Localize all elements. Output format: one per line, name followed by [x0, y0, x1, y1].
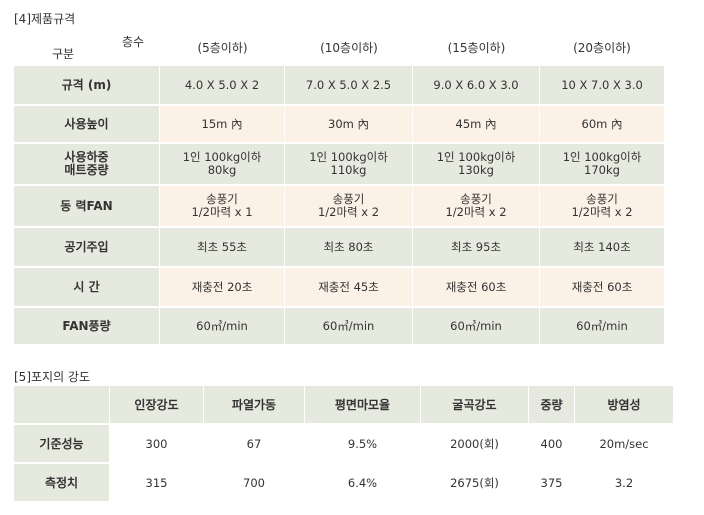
corner-category-label: 구분 — [52, 47, 75, 61]
column-header: 인장강도 — [110, 386, 204, 423]
column-header: 중량 — [529, 386, 575, 423]
table-cell: 송풍기 1/2마력 x 1 — [160, 186, 285, 226]
table-cell: 60m 內 — [540, 106, 664, 142]
column-header: 파열가동 — [204, 386, 305, 423]
row-label: 사용높이 — [14, 106, 160, 142]
spec-table-body: 규격 (m) 4.0 X 5.0 X 2 7.0 X 5.0 X 2.5 9.0 X … — [14, 66, 664, 346]
table-cell: 재충전 20초 — [160, 268, 285, 306]
row-label: 사용하중 매트중량 — [14, 144, 160, 184]
table-cell: 9.0 X 6.0 X 3.0 — [413, 66, 540, 104]
row-label: FAN풍량 — [14, 308, 160, 344]
column-header — [14, 386, 110, 423]
table-cell: 4.0 X 5.0 X 2 — [160, 66, 285, 104]
row-label: 규격 (m) — [14, 66, 160, 104]
row-label: 동 력FAN — [14, 186, 160, 226]
section-title-fabric-strength: [5]포지의 강도 — [14, 370, 91, 384]
table-cell: 송풍기 1/2마력 x 2 — [285, 186, 413, 226]
corner-floors-label: 층수 — [122, 35, 145, 49]
table-cell: 400 — [529, 425, 575, 462]
table-cell: 1인 100kg이하 170kg — [540, 144, 664, 184]
table-cell: 2675(회) — [421, 464, 529, 501]
table-row: 기준성능 300 67 9.5% 2000(회) 400 20m/sec — [14, 425, 674, 464]
strength-table-body: 기준성능 300 67 9.5% 2000(회) 400 20m/sec 측정치 315 700 6… — [14, 425, 674, 503]
table-row: 사용높이 15m 內 30m 內 45m 內 60m 內 — [14, 106, 664, 144]
row-label: 측정치 — [14, 464, 110, 501]
table-cell: 315 — [110, 464, 204, 501]
table-row: FAN풍량 60㎥/min 60㎥/min 60㎥/min 60㎥/min — [14, 308, 664, 346]
table-cell: 67 — [204, 425, 305, 462]
table-cell: 최초 95초 — [413, 228, 540, 266]
table-cell: 45m 內 — [413, 106, 540, 142]
row-label: 공기주입 — [14, 228, 160, 266]
column-header: 방염성 — [575, 386, 674, 423]
column-header: (5층이하) — [197, 41, 248, 55]
row-label: 기준성능 — [14, 425, 110, 462]
table-cell: 375 — [529, 464, 575, 501]
table-cell: 송풍기 1/2마력 x 2 — [540, 186, 664, 226]
table-cell: 2000(회) — [421, 425, 529, 462]
table-cell: 700 — [204, 464, 305, 501]
table-cell: 9.5% — [305, 425, 421, 462]
table-cell: 30m 內 — [285, 106, 413, 142]
table-cell: 송풍기 1/2마력 x 2 — [413, 186, 540, 226]
table-row: 측정치 315 700 6.4% 2675(회) 375 3.2 — [14, 464, 674, 503]
table-cell: 20m/sec — [575, 425, 674, 462]
table-cell: 15m 內 — [160, 106, 285, 142]
table-row: 규격 (m) 4.0 X 5.0 X 2 7.0 X 5.0 X 2.5 9.0 X … — [14, 66, 664, 106]
table-cell: 1인 100kg이하 80kg — [160, 144, 285, 184]
row-label: 시 간 — [14, 268, 160, 306]
table-cell: 3.2 — [575, 464, 674, 501]
column-header: (10층이하) — [320, 41, 378, 55]
table-cell: 60㎥/min — [160, 308, 285, 344]
table-cell: 60㎥/min — [413, 308, 540, 344]
table-cell: 최초 140초 — [540, 228, 664, 266]
table-cell: 최초 80초 — [285, 228, 413, 266]
column-header: 평면마모율 — [305, 386, 421, 423]
table-cell: 6.4% — [305, 464, 421, 501]
column-header: (20층이하) — [573, 41, 631, 55]
table-row: 시 간 재충전 20초 재충전 45초 재충전 60초 재충전 60초 — [14, 268, 664, 308]
product-spec-table: 층수 구분 (5층이하) (10층이하) (15층이하) (20층이하) 규격 … — [14, 30, 664, 346]
table-cell: 7.0 X 5.0 X 2.5 — [285, 66, 413, 104]
section-title-product-spec: [4]제품규격 — [14, 12, 76, 26]
strength-table-header: 인장강도 파열가동 평면마모율 굴곡강도 중량 방염성 — [14, 386, 674, 425]
table-cell: 1인 100kg이하 130kg — [413, 144, 540, 184]
table-cell: 재충전 45초 — [285, 268, 413, 306]
table-cell: 재충전 60초 — [413, 268, 540, 306]
table-cell: 60㎥/min — [285, 308, 413, 344]
table-cell: 10 X 7.0 X 3.0 — [540, 66, 664, 104]
table-cell: 재충전 60초 — [540, 268, 664, 306]
column-header: 굴곡강도 — [421, 386, 529, 423]
fabric-strength-table: 인장강도 파열가동 평면마모율 굴곡강도 중량 방염성 기준성능 300 67 9.5% 2000… — [14, 386, 674, 503]
table-row: 공기주입 최초 55초 최초 80초 최초 95초 최초 140초 — [14, 228, 664, 268]
table-cell: 1인 100kg이하 110kg — [285, 144, 413, 184]
table-row: 동 력FAN 송풍기 1/2마력 x 1 송풍기 1/2마력 x 2 송풍기 1/2마… — [14, 186, 664, 228]
table-cell: 300 — [110, 425, 204, 462]
spec-table-header: 층수 구분 (5층이하) (10층이하) (15층이하) (20층이하) — [14, 30, 664, 66]
table-cell: 60㎥/min — [540, 308, 664, 344]
column-header: (15층이하) — [447, 41, 506, 55]
table-row: 사용하중 매트중량 1인 100kg이하 80kg 1인 100kg이하 110kg… — [14, 144, 664, 186]
table-cell: 최초 55초 — [160, 228, 285, 266]
